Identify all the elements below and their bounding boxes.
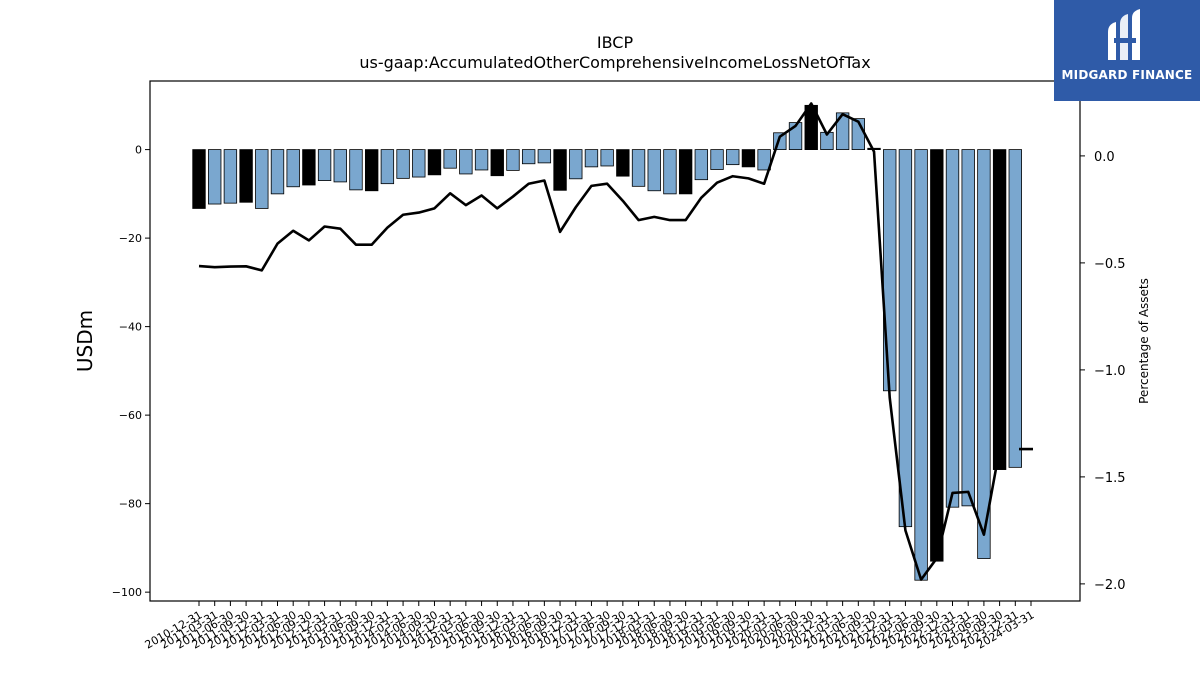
bar [898, 149, 913, 528]
bar [427, 149, 442, 176]
brand-logo: MIDGARD FINANCE [1054, 0, 1200, 101]
bar [412, 149, 426, 178]
bar [349, 149, 363, 191]
bar [255, 149, 269, 209]
bar [757, 149, 771, 171]
y-tick-label: −20 [119, 232, 142, 245]
bar [945, 149, 960, 508]
bar [992, 149, 1007, 470]
bar [521, 149, 536, 165]
bar [616, 149, 630, 177]
bar [208, 149, 222, 205]
bar [459, 149, 473, 175]
chart-title: IBCP [597, 33, 634, 52]
bar [223, 149, 238, 204]
bar [333, 149, 347, 183]
midgard-logo-icon [1108, 9, 1140, 60]
bar [396, 149, 410, 179]
bar [569, 149, 583, 180]
bar [537, 149, 552, 164]
bar [1008, 149, 1022, 468]
y-right-tick-label: −1.0 [1094, 364, 1126, 379]
bar [443, 149, 457, 169]
bar [710, 149, 724, 170]
bar [584, 149, 599, 168]
bar [302, 149, 316, 186]
percentage-line [198, 102, 1001, 581]
bar [286, 149, 300, 188]
plot-frame [149, 80, 1081, 602]
bar [317, 149, 332, 181]
bar [553, 149, 567, 191]
bar [961, 149, 975, 507]
bar [883, 149, 897, 392]
bar [726, 149, 740, 166]
bar [364, 149, 379, 192]
chart-subtitle: us-gaap:AccumulatedOtherComprehensiveInc… [359, 53, 870, 72]
bar [192, 149, 206, 209]
bar [474, 149, 489, 171]
bar [631, 149, 646, 187]
bar [977, 149, 991, 559]
bar [678, 149, 693, 195]
bar [506, 149, 520, 171]
y-right-tick-label: −1.5 [1094, 471, 1126, 486]
y-tick-label: −80 [119, 498, 142, 511]
bar [239, 149, 253, 203]
bar [600, 149, 614, 167]
y-right-tick-label: −2.0 [1094, 578, 1126, 593]
bar [741, 149, 756, 168]
y-tick-label: −100 [112, 586, 142, 599]
bar [835, 112, 850, 150]
y-tick-label: 0 [135, 144, 142, 157]
bar [490, 149, 504, 177]
bar [270, 149, 285, 195]
logo-text: MIDGARD FINANCE [1061, 68, 1193, 82]
bar [647, 149, 661, 192]
bar [694, 149, 709, 181]
y-right-tick-label: −0.5 [1094, 257, 1126, 272]
y-axis-label: USDm [73, 310, 97, 372]
bar [914, 149, 928, 581]
bar [663, 149, 677, 195]
y-right-tick-label: 0.0 [1094, 150, 1115, 165]
y-axis-right-label: Percentage of Assets [1137, 278, 1151, 404]
y-tick-label: −40 [119, 321, 142, 334]
bar [930, 149, 944, 562]
bar [380, 149, 395, 185]
y-tick-label: −60 [119, 409, 142, 422]
